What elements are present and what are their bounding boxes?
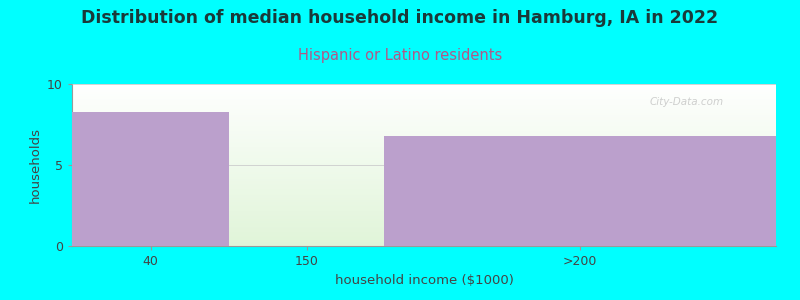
- Text: Distribution of median household income in Hamburg, IA in 2022: Distribution of median household income …: [82, 9, 718, 27]
- Text: Hispanic or Latino residents: Hispanic or Latino residents: [298, 48, 502, 63]
- X-axis label: household income ($1000): household income ($1000): [334, 274, 514, 286]
- Bar: [72, 112, 230, 246]
- Text: City-Data.com: City-Data.com: [650, 97, 723, 107]
- Y-axis label: households: households: [29, 127, 42, 203]
- Bar: [384, 136, 776, 246]
